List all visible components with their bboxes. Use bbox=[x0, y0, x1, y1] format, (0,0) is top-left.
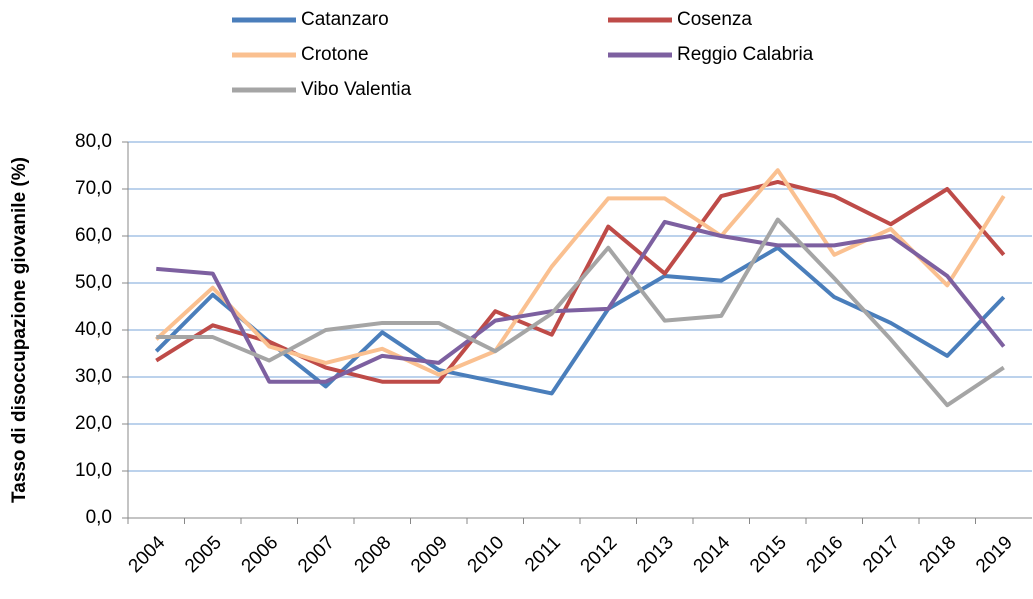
x-tick-label: 2015 bbox=[746, 532, 791, 577]
y-tick-label: 10,0 bbox=[75, 460, 112, 481]
series-line bbox=[154, 245, 1006, 396]
y-tick-label: 50,0 bbox=[75, 272, 112, 293]
x-tick-label: 2013 bbox=[633, 532, 678, 577]
series-line bbox=[154, 168, 1006, 377]
x-tick-label: 2008 bbox=[351, 532, 396, 577]
y-tick-label: 0,0 bbox=[86, 507, 112, 528]
legend-label: Cosenza bbox=[677, 9, 752, 30]
x-tick-label: 2019 bbox=[972, 532, 1017, 577]
x-tick-label: 2010 bbox=[464, 532, 509, 577]
x-tick-label: 2006 bbox=[238, 532, 283, 577]
x-tick-label: 2005 bbox=[181, 532, 226, 577]
series-line bbox=[156, 219, 1006, 384]
x-tick-label: 2004 bbox=[125, 532, 170, 577]
y-axis-title: Tasso di disoccupazione giovanile (%) bbox=[9, 157, 30, 503]
x-tick-label: 2012 bbox=[577, 532, 622, 577]
x-tick-label: 2017 bbox=[859, 532, 904, 577]
y-tick-label: 80,0 bbox=[75, 131, 112, 152]
y-tick-label: 60,0 bbox=[75, 225, 112, 246]
y-tick-label: 40,0 bbox=[75, 319, 112, 340]
y-tick-label: 70,0 bbox=[75, 178, 112, 199]
legend-label: Reggio Calabria bbox=[677, 44, 814, 65]
legend-label: Catanzaro bbox=[301, 9, 389, 30]
legend-label: Crotone bbox=[301, 44, 369, 65]
x-tick-label: 2018 bbox=[916, 532, 961, 577]
x-tick-label: 2014 bbox=[690, 532, 735, 577]
x-tick-label: 2009 bbox=[407, 532, 452, 577]
series-line bbox=[156, 217, 1005, 408]
x-tick-label: 2016 bbox=[803, 532, 848, 577]
y-tick-label: 20,0 bbox=[75, 413, 112, 434]
x-tick-label: 2007 bbox=[294, 532, 339, 577]
x-tick-label: 2011 bbox=[521, 532, 565, 576]
y-tick-label: 30,0 bbox=[75, 366, 112, 387]
legend-label: Vibo Valentia bbox=[301, 79, 412, 100]
